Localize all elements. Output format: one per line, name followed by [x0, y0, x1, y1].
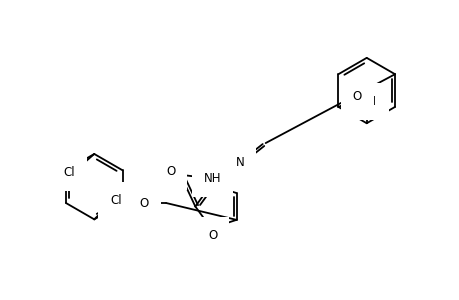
Text: OH: OH [358, 95, 376, 108]
Text: Cl: Cl [63, 166, 75, 179]
Text: Cl: Cl [110, 194, 122, 207]
Text: NH: NH [203, 172, 220, 185]
Text: N: N [235, 156, 244, 170]
Text: O: O [352, 91, 361, 103]
Text: O: O [166, 165, 175, 178]
Text: O: O [208, 229, 217, 242]
Text: O: O [140, 196, 149, 209]
